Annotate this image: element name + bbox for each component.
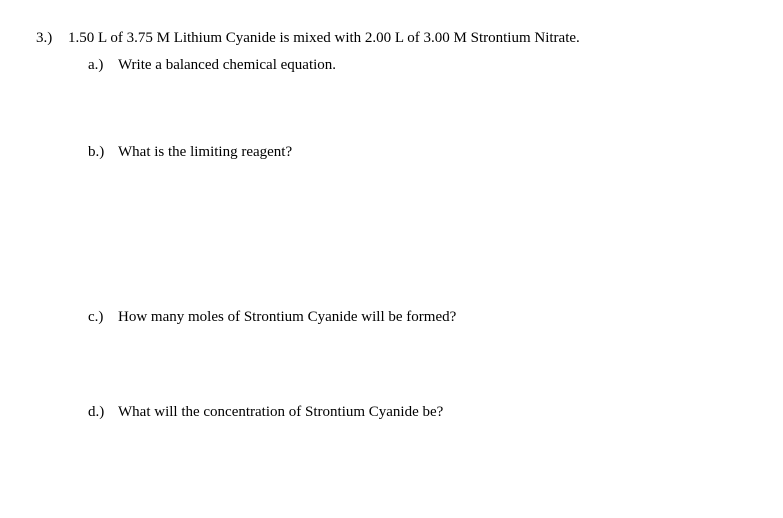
answer-space-b: [36, 169, 747, 307]
sub-question-d: d.) What will the concentration of Stron…: [88, 402, 747, 423]
sub-label-c: c.): [88, 307, 118, 328]
sub-text-b: What is the limiting reagent?: [118, 142, 747, 163]
sub-text-c: How many moles of Strontium Cyanide will…: [118, 307, 747, 328]
sub-text-a: Write a balanced chemical equation.: [118, 55, 747, 76]
sub-question-c: c.) How many moles of Strontium Cyanide …: [88, 307, 747, 328]
question-number: 3.): [36, 28, 68, 49]
sub-question-b: b.) What is the limiting reagent?: [88, 142, 747, 163]
question-text: 1.50 L of 3.75 M Lithium Cyanide is mixe…: [68, 28, 747, 49]
sub-label-b: b.): [88, 142, 118, 163]
question-main: 3.) 1.50 L of 3.75 M Lithium Cyanide is …: [36, 28, 747, 49]
sub-question-a: a.) Write a balanced chemical equation.: [88, 55, 747, 76]
answer-space-a: [36, 82, 747, 142]
answer-space-c: [36, 334, 747, 402]
sub-label-d: d.): [88, 402, 118, 423]
sub-label-a: a.): [88, 55, 118, 76]
sub-text-d: What will the concentration of Strontium…: [118, 402, 747, 423]
